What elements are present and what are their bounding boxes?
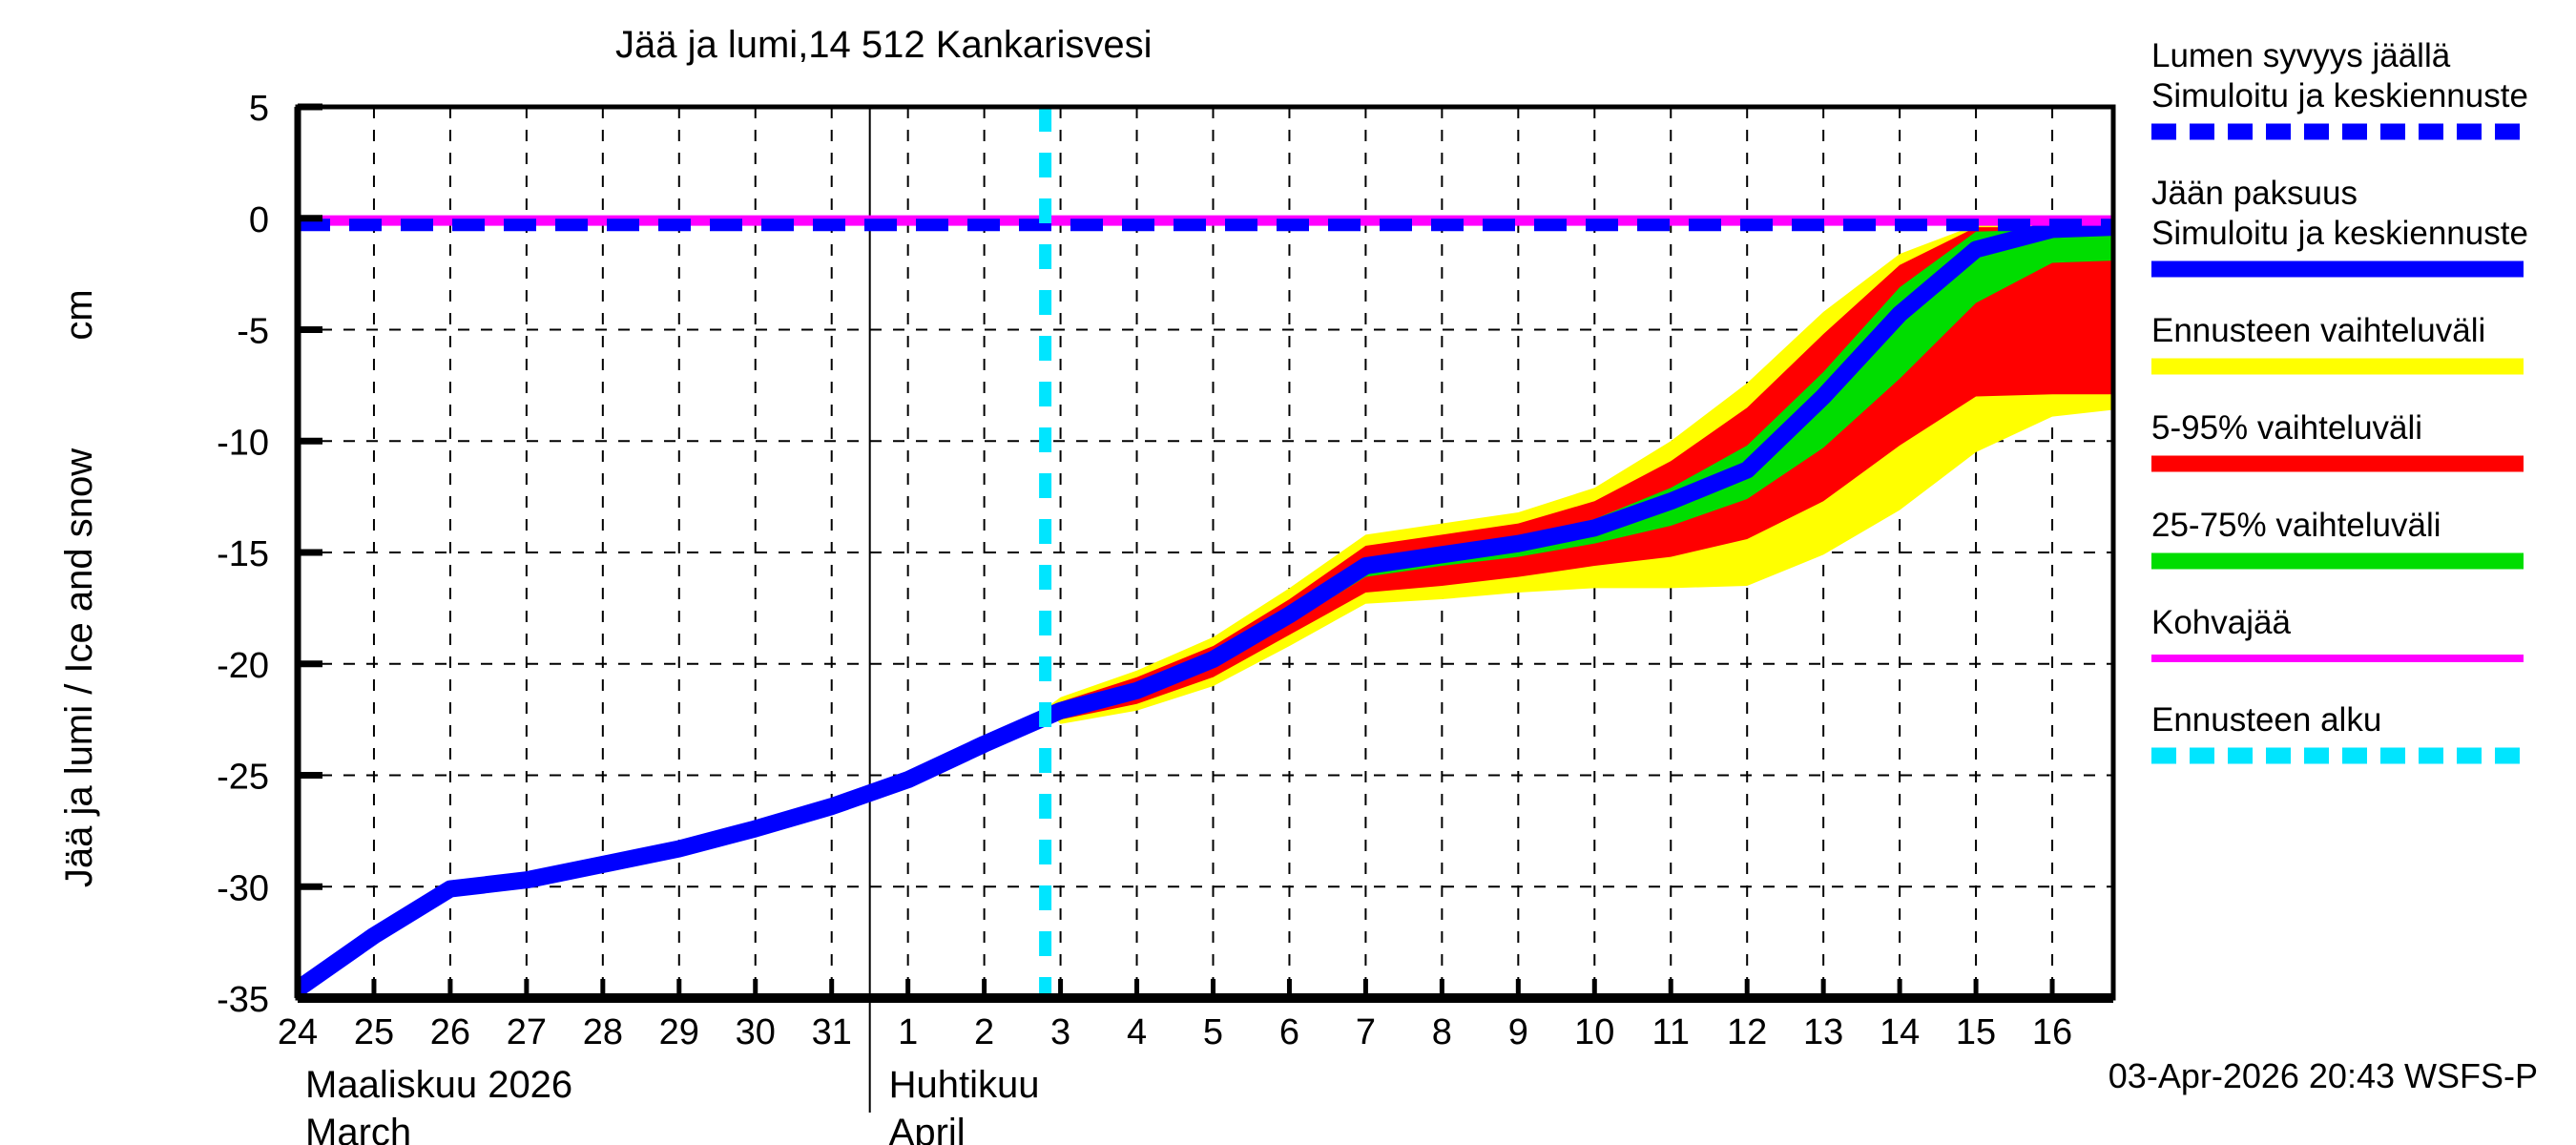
y-tick-label: -35 (217, 980, 269, 1020)
x-tick-label: 31 (812, 1012, 852, 1052)
month-label-fi-april: Huhtikuu (889, 1064, 1040, 1106)
legend-title: Jään paksuus (2151, 175, 2358, 212)
page-title: Jää ja lumi,14 512 Kankarisvesi (615, 24, 1153, 66)
y-tick-label: -10 (217, 423, 269, 463)
y-axis-group: 5 0 -5 -10 -15 -20 -25 -30 -35 (217, 89, 322, 1020)
x-tick-label: 27 (507, 1012, 547, 1052)
grid-group (298, 107, 2113, 1113)
legend-title: Ennusteen alku (2151, 701, 2381, 739)
x-tick-label: 5 (1203, 1012, 1223, 1052)
x-tick-label: 9 (1508, 1012, 1528, 1052)
x-tick-label: 3 (1050, 1012, 1070, 1052)
x-tick-label: 28 (583, 1012, 623, 1052)
footer-timestamp: 03-Apr-2026 20:43 WSFS-P (2109, 1056, 2538, 1095)
ice-thickness-line (298, 219, 2113, 998)
legend-subtitle: Simuloitu ja keskiennuste (2151, 215, 2528, 252)
y-tick-label: -20 (217, 646, 269, 686)
legend-title: 5-95% vaihteluväli (2151, 409, 2422, 447)
month-label-fi-march: Maaliskuu 2026 (305, 1064, 572, 1106)
y-axis-title: Jää ja lumi / Ice and snow (58, 448, 100, 887)
x-tick-label: 15 (1956, 1012, 1996, 1052)
x-tick-label: 25 (354, 1012, 394, 1052)
x-tick-label: 6 (1279, 1012, 1299, 1052)
legend-subtitle: Simuloitu ja keskiennuste (2151, 77, 2528, 114)
x-tick-label: 29 (659, 1012, 699, 1052)
x-tick-label: 1 (898, 1012, 918, 1052)
x-tick-label: 12 (1727, 1012, 1767, 1052)
x-tick-label: 4 (1127, 1012, 1147, 1052)
x-tick-label: 16 (2032, 1012, 2072, 1052)
x-tick-label: 30 (736, 1012, 776, 1052)
band-25-75-vaihteluv-li (1045, 229, 2113, 716)
y-axis-title-group: Jää ja lumi / Ice and snow cm (58, 289, 100, 887)
series-group (298, 107, 2113, 998)
y-axis-unit-label: cm (58, 289, 100, 340)
y-tick-label: -15 (217, 534, 269, 574)
x-tick-label: 11 (1652, 1012, 1690, 1052)
y-tick-label: 0 (249, 200, 269, 240)
legend-title: Ennusteen vaihteluväli (2151, 312, 2485, 349)
month-label-en-march: March (305, 1112, 411, 1145)
legend-title: 25-75% vaihteluväli (2151, 507, 2441, 544)
x-tick-label: 8 (1432, 1012, 1452, 1052)
x-tick-label: 26 (430, 1012, 470, 1052)
x-tick-label: 13 (1803, 1012, 1843, 1052)
y-tick-label: 5 (249, 89, 269, 129)
y-tick-label: -25 (217, 758, 269, 798)
y-tick-label: -5 (237, 312, 269, 352)
x-tick-label: 24 (278, 1012, 318, 1052)
x-tick-label: 10 (1574, 1012, 1614, 1052)
legend-title: Lumen syvyys jäällä (2151, 37, 2451, 74)
x-tick-label: 2 (974, 1012, 994, 1052)
month-labels-group: Maaliskuu 2026 March Huhtikuu April (305, 1064, 1040, 1145)
legend-title: Kohvajää (2151, 604, 2291, 641)
x-tick-label: 7 (1356, 1012, 1376, 1052)
x-tick-label: 14 (1880, 1012, 1920, 1052)
month-label-en-april: April (889, 1112, 966, 1145)
x-axis-group: 24 25 26 27 28 29 30 31 1 2 3 4 5 6 7 8 9 10 11 12 13 14 15 16 (278, 979, 2072, 1052)
y-tick-label: -30 (217, 868, 269, 908)
